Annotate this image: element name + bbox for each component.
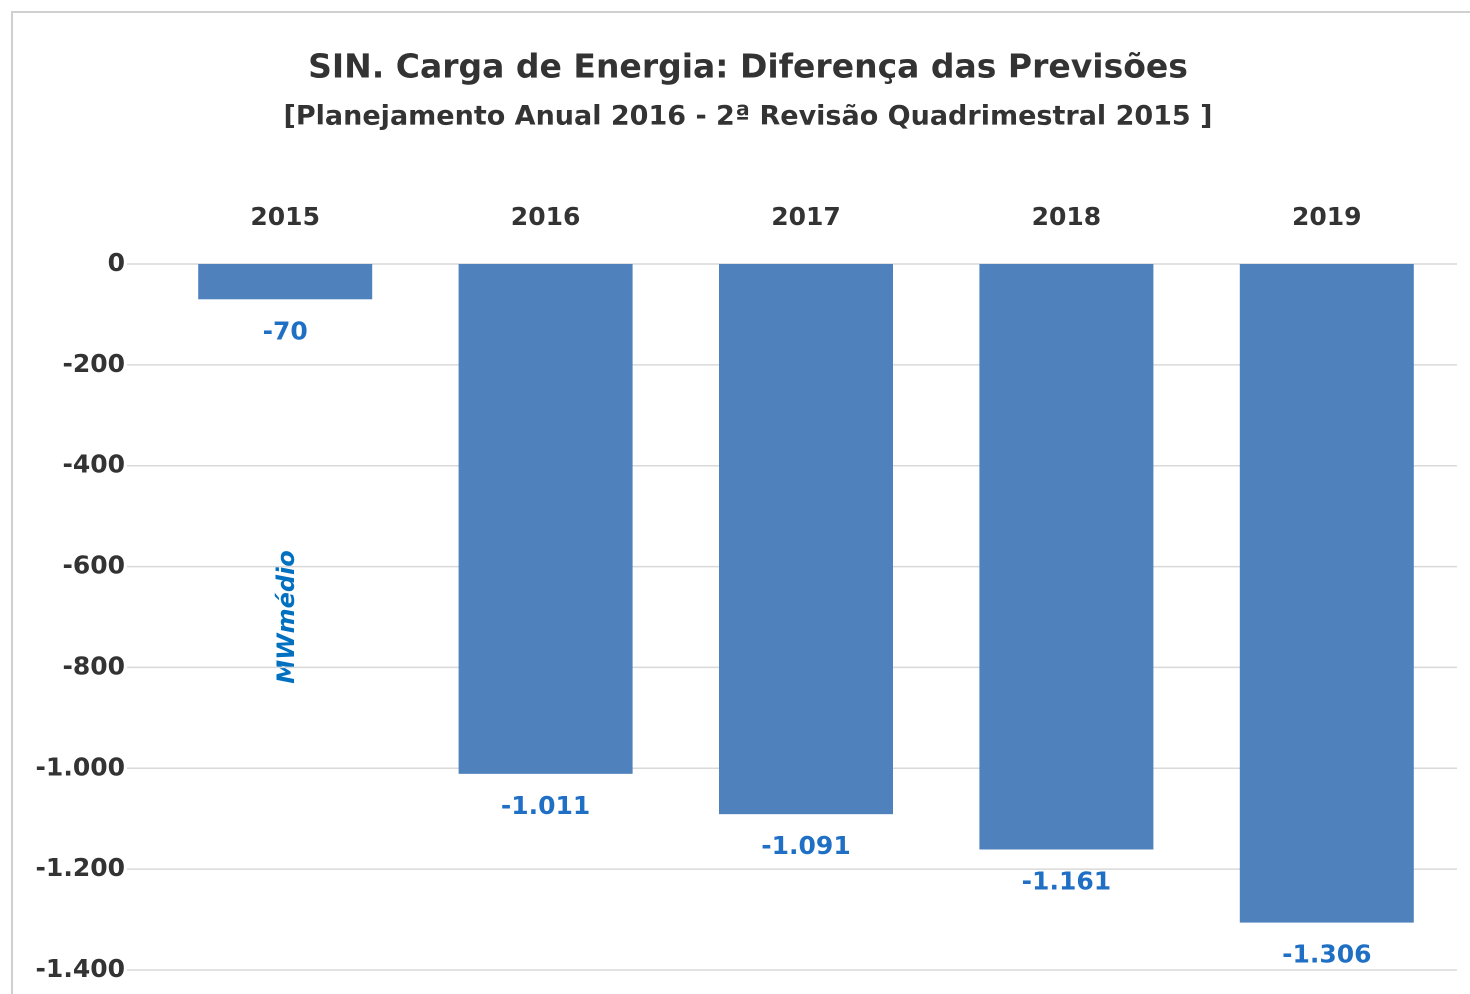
- data-label: -1.091: [761, 831, 850, 860]
- data-label: -1.011: [501, 791, 590, 820]
- y-tick-label: 0: [108, 248, 125, 277]
- y-axis-label: MWmédio: [272, 550, 300, 684]
- y-tick-label: -1.400: [36, 954, 125, 983]
- chart-title: SIN. Carga de Energia: Diferença das Pre…: [308, 47, 1188, 86]
- y-tick-label: -200: [62, 349, 125, 378]
- y-tick-label: -1.000: [36, 752, 125, 781]
- data-label: -70: [263, 316, 308, 345]
- data-label: -1.306: [1282, 940, 1371, 969]
- bar: [979, 264, 1154, 850]
- x-tick-label: 2019: [1292, 202, 1362, 231]
- x-tick-label: 2016: [511, 202, 581, 231]
- data-label: -1.161: [1022, 866, 1111, 895]
- bar: [198, 264, 373, 300]
- bar: [1239, 264, 1414, 923]
- chart-subtitle: [Planejamento Anual 2016 - 2ª Revisão Qu…: [284, 101, 1213, 132]
- y-tick-label: -800: [62, 651, 125, 680]
- bar: [458, 264, 633, 774]
- y-tick-label: -600: [62, 551, 125, 580]
- bar: [719, 264, 893, 815]
- x-tick-label: 2018: [1032, 202, 1102, 231]
- y-tick-label: -400: [62, 450, 125, 479]
- x-tick-label: 2015: [250, 202, 320, 231]
- y-tick-label: -1.200: [36, 853, 125, 882]
- x-tick-label: 2017: [771, 202, 841, 231]
